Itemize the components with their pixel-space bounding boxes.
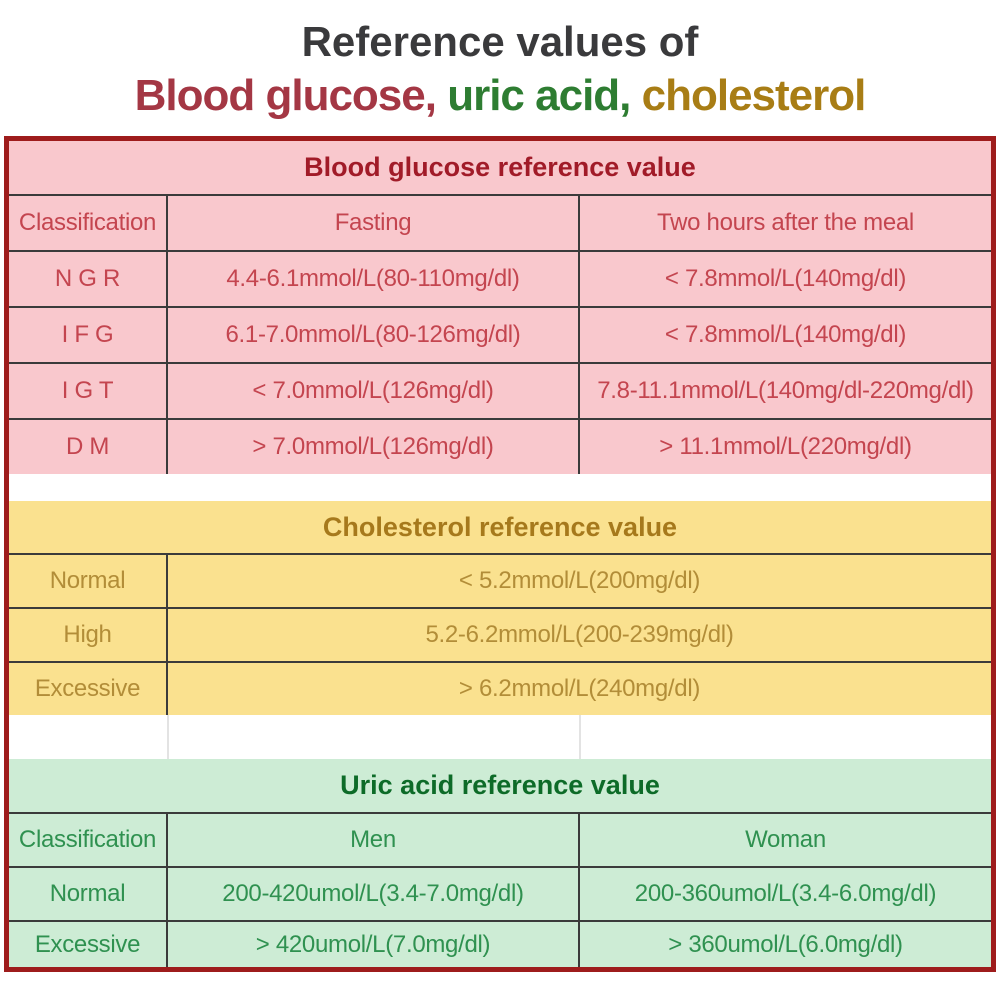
gap-divider-line [579,715,581,759]
cell-value: > 360umol/L(6.0mg/dl) [578,920,992,968]
cell-value: > 11.1mmol/L(220mg/dl) [578,418,992,475]
column-header: Classification [8,194,168,252]
cholesterol-table: Cholesterol reference value Normal < 5.2… [8,500,992,716]
cell-value: 200-420umol/L(3.4-7.0mg/dl) [166,866,580,922]
cell-value: > 420umol/L(7.0mg/dl) [166,920,580,968]
cell-value: 7.8-11.1mmol/L(140mg/dl-220mg/dl) [578,362,992,420]
row-label: Excessive [8,661,168,716]
cell-value: < 5.2mmol/L(200mg/dl) [166,553,992,609]
row-label: High [8,607,168,663]
table-row: N G R 4.4-6.1mmol/L(80-110mg/dl) < 7.8mm… [8,250,992,308]
row-label: I G T [8,362,168,420]
column-header-row: Classification Fasting Two hours after t… [8,194,992,252]
cell-value: < 7.0mmol/L(126mg/dl) [166,362,580,420]
cell-value: < 7.8mmol/L(140mg/dl) [578,250,992,308]
table-row: I F G 6.1-7.0mmol/L(80-126mg/dl) < 7.8mm… [8,306,992,364]
cell-value: 5.2-6.2mmol/L(200-239mg/dl) [166,607,992,663]
column-header: Classification [8,812,168,868]
table-header-row: Blood glucose reference value [8,140,992,196]
table-gap [9,474,991,501]
table-row: Excessive > 6.2mmol/L(240mg/dl) [8,661,992,716]
table-header-row: Uric acid reference value [8,758,992,814]
column-header: Men [166,812,580,868]
table-row: Normal < 5.2mmol/L(200mg/dl) [8,553,992,609]
title-line1: Reference values of [301,18,699,65]
row-label: I F G [8,306,168,364]
blood-glucose-table: Blood glucose reference value Classifica… [8,140,992,475]
column-header: Woman [578,812,992,868]
uric-acid-table-title: Uric acid reference value [8,758,992,814]
title-line2: Blood glucose, uric acid, cholesterol [0,68,1000,124]
cholesterol-table-title: Cholesterol reference value [8,500,992,555]
column-header-row: Classification Men Woman [8,812,992,868]
row-label: Excessive [8,920,168,968]
table-row: Normal 200-420umol/L(3.4-7.0mg/dl) 200-3… [8,866,992,922]
table-gap [9,715,991,759]
title-segment-blood-glucose: Blood glucose, [134,71,437,120]
column-header: Fasting [166,194,580,252]
table-row: High 5.2-6.2mmol/L(200-239mg/dl) [8,607,992,663]
cell-value: > 6.2mmol/L(240mg/dl) [166,661,992,716]
page-title: Reference values of Blood glucose, uric … [0,0,1000,124]
cell-value: > 7.0mmol/L(126mg/dl) [166,418,580,475]
uric-acid-table: Uric acid reference value Classification… [8,758,992,968]
row-label: N G R [8,250,168,308]
tables-board: Blood glucose reference value Classifica… [4,136,996,972]
title-segment-cholesterol: cholesterol [641,71,867,120]
blood-glucose-table-title: Blood glucose reference value [8,140,992,196]
column-header: Two hours after the meal [578,194,992,252]
cell-value: 200-360umol/L(3.4-6.0mg/dl) [578,866,992,922]
table-row: I G T < 7.0mmol/L(126mg/dl) 7.8-11.1mmol… [8,362,992,420]
table-row: Excessive > 420umol/L(7.0mg/dl) > 360umo… [8,920,992,968]
row-label: D M [8,418,168,475]
title-segment-uric-acid: uric acid, [447,71,631,120]
row-label: Normal [8,553,168,609]
table-header-row: Cholesterol reference value [8,500,992,555]
gap-divider-line [167,715,169,759]
cell-value: 6.1-7.0mmol/L(80-126mg/dl) [166,306,580,364]
table-row: D M > 7.0mmol/L(126mg/dl) > 11.1mmol/L(2… [8,418,992,475]
row-label: Normal [8,866,168,922]
cell-value: 4.4-6.1mmol/L(80-110mg/dl) [166,250,580,308]
cell-value: < 7.8mmol/L(140mg/dl) [578,306,992,364]
